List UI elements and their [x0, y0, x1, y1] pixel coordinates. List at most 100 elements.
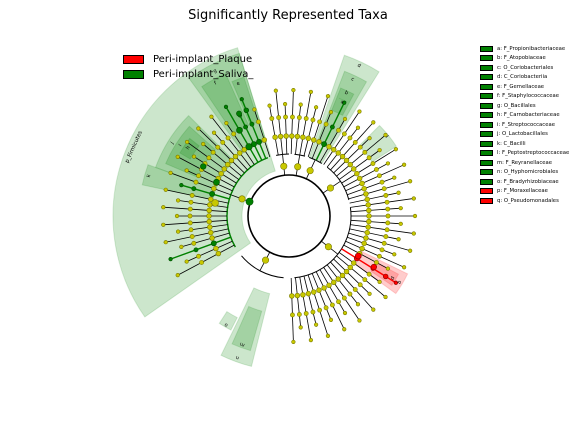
- leaf-branch: [315, 271, 346, 332]
- phylum-node: [326, 184, 334, 192]
- leaf-node: [402, 265, 407, 270]
- highlight-node: [200, 163, 207, 170]
- class-node: [289, 133, 295, 139]
- group-label: Peri-implant_Saliva_: [153, 69, 254, 80]
- leaf-branch: [350, 219, 403, 225]
- group-swatch-plaque: [123, 55, 144, 64]
- class-node: [283, 133, 289, 139]
- class-node: [335, 150, 341, 156]
- order-node: [191, 186, 197, 192]
- order-node: [381, 186, 387, 192]
- order-node: [383, 234, 389, 239]
- leaf-node: [342, 100, 347, 105]
- taxa-swatch: [480, 64, 493, 71]
- order-node: [329, 124, 335, 130]
- class-node: [326, 282, 332, 288]
- class-node: [206, 207, 212, 214]
- phylum-node: [262, 256, 270, 264]
- phylum-arc: [294, 207, 352, 279]
- taxa-label: h: F_Carnobacteriaceae: [497, 112, 560, 119]
- leaf-branch: [323, 267, 361, 323]
- taxa-legend-item: o: F_Bradyrhizobiaceae: [480, 177, 569, 187]
- order-node: [290, 312, 295, 318]
- class-node: [221, 166, 227, 172]
- order-node: [352, 140, 358, 145]
- leaf-branch: [168, 236, 231, 261]
- leaf-branch: [303, 105, 317, 156]
- class-node: [363, 191, 369, 197]
- class-node: [272, 134, 278, 140]
- leaf-branch: [303, 276, 317, 327]
- leaf-branch: [311, 110, 333, 159]
- leaf-branch: [348, 180, 413, 200]
- leaf-branch: [290, 88, 294, 155]
- clade-label-e: e: [236, 81, 241, 88]
- taxa-swatch: [480, 159, 493, 166]
- class-node: [211, 185, 217, 192]
- leaf-node: [377, 148, 382, 153]
- clade-label-c: c: [350, 76, 355, 83]
- leaf-branch: [307, 94, 329, 158]
- order-node: [296, 115, 302, 120]
- leaf-branch: [349, 228, 401, 241]
- order-node: [189, 193, 195, 198]
- order-node: [215, 144, 221, 150]
- taxa-legend-item: j: O_Lactobacillales: [480, 130, 569, 140]
- clade-label-i: i: [177, 143, 183, 147]
- leaf-branch: [201, 142, 242, 177]
- taxa-label: b: F_Atopobiaceae: [497, 55, 546, 62]
- taxa-swatch: [480, 140, 493, 147]
- order-node: [188, 199, 194, 205]
- class-node: [209, 235, 215, 241]
- taxa-swatch: [480, 197, 493, 204]
- order-node: [347, 135, 353, 141]
- leaf-node: [398, 206, 403, 211]
- taxa-legend-item: e: F_Gemellaceae: [480, 82, 569, 92]
- taxa-swatch: [480, 121, 493, 128]
- class-node: [347, 264, 353, 271]
- class-node: [351, 260, 357, 266]
- group-legend-item: Peri-implant_Plaque: [123, 52, 253, 67]
- leaf-branch: [192, 155, 237, 184]
- clade-shade-o: [218, 310, 238, 331]
- leaf-node: [273, 88, 278, 93]
- clade-label-h: h: [185, 145, 192, 151]
- leaf-branch: [212, 131, 248, 171]
- class-node: [251, 141, 257, 147]
- leaf-node: [377, 279, 382, 284]
- class-node: [363, 235, 369, 241]
- leaf-branch: [196, 126, 245, 174]
- class-node: [359, 180, 365, 187]
- leaf-node: [175, 273, 180, 278]
- order-node: [384, 227, 390, 233]
- leaf-node: [209, 114, 214, 119]
- phylum-arc: [241, 255, 284, 279]
- clade-shade-n: [220, 287, 271, 368]
- order-node: [196, 253, 201, 259]
- leaf-node: [184, 139, 190, 145]
- order-node: [341, 295, 347, 301]
- group-legend-item: Peri-implant_Saliva_: [123, 67, 253, 82]
- taxa-legend-item: m: F_Reyranellaceae: [480, 158, 569, 168]
- leaf-branch: [326, 125, 360, 168]
- class-node: [210, 240, 217, 247]
- class-node: [356, 175, 363, 182]
- taxa-label: q: O_Pseudomonadales: [497, 197, 559, 204]
- leaf-branch: [336, 133, 388, 177]
- leaf-node: [223, 104, 229, 109]
- class-node: [232, 153, 239, 160]
- taxa-label: l: F_Peptostreptococcaceae: [497, 150, 570, 157]
- taxa-label: k: C_Bacilli: [497, 140, 526, 147]
- leaf-node: [267, 103, 272, 108]
- class-node: [228, 157, 235, 164]
- class-node: [300, 134, 306, 140]
- leaf-node: [411, 231, 416, 236]
- phylum-node: [280, 162, 288, 170]
- order-node: [276, 115, 282, 120]
- class-node: [365, 224, 371, 230]
- class-node: [326, 144, 332, 150]
- class-node: [343, 268, 350, 275]
- order-node: [296, 312, 302, 317]
- order-node: [189, 234, 195, 239]
- leaf-branch: [319, 117, 347, 163]
